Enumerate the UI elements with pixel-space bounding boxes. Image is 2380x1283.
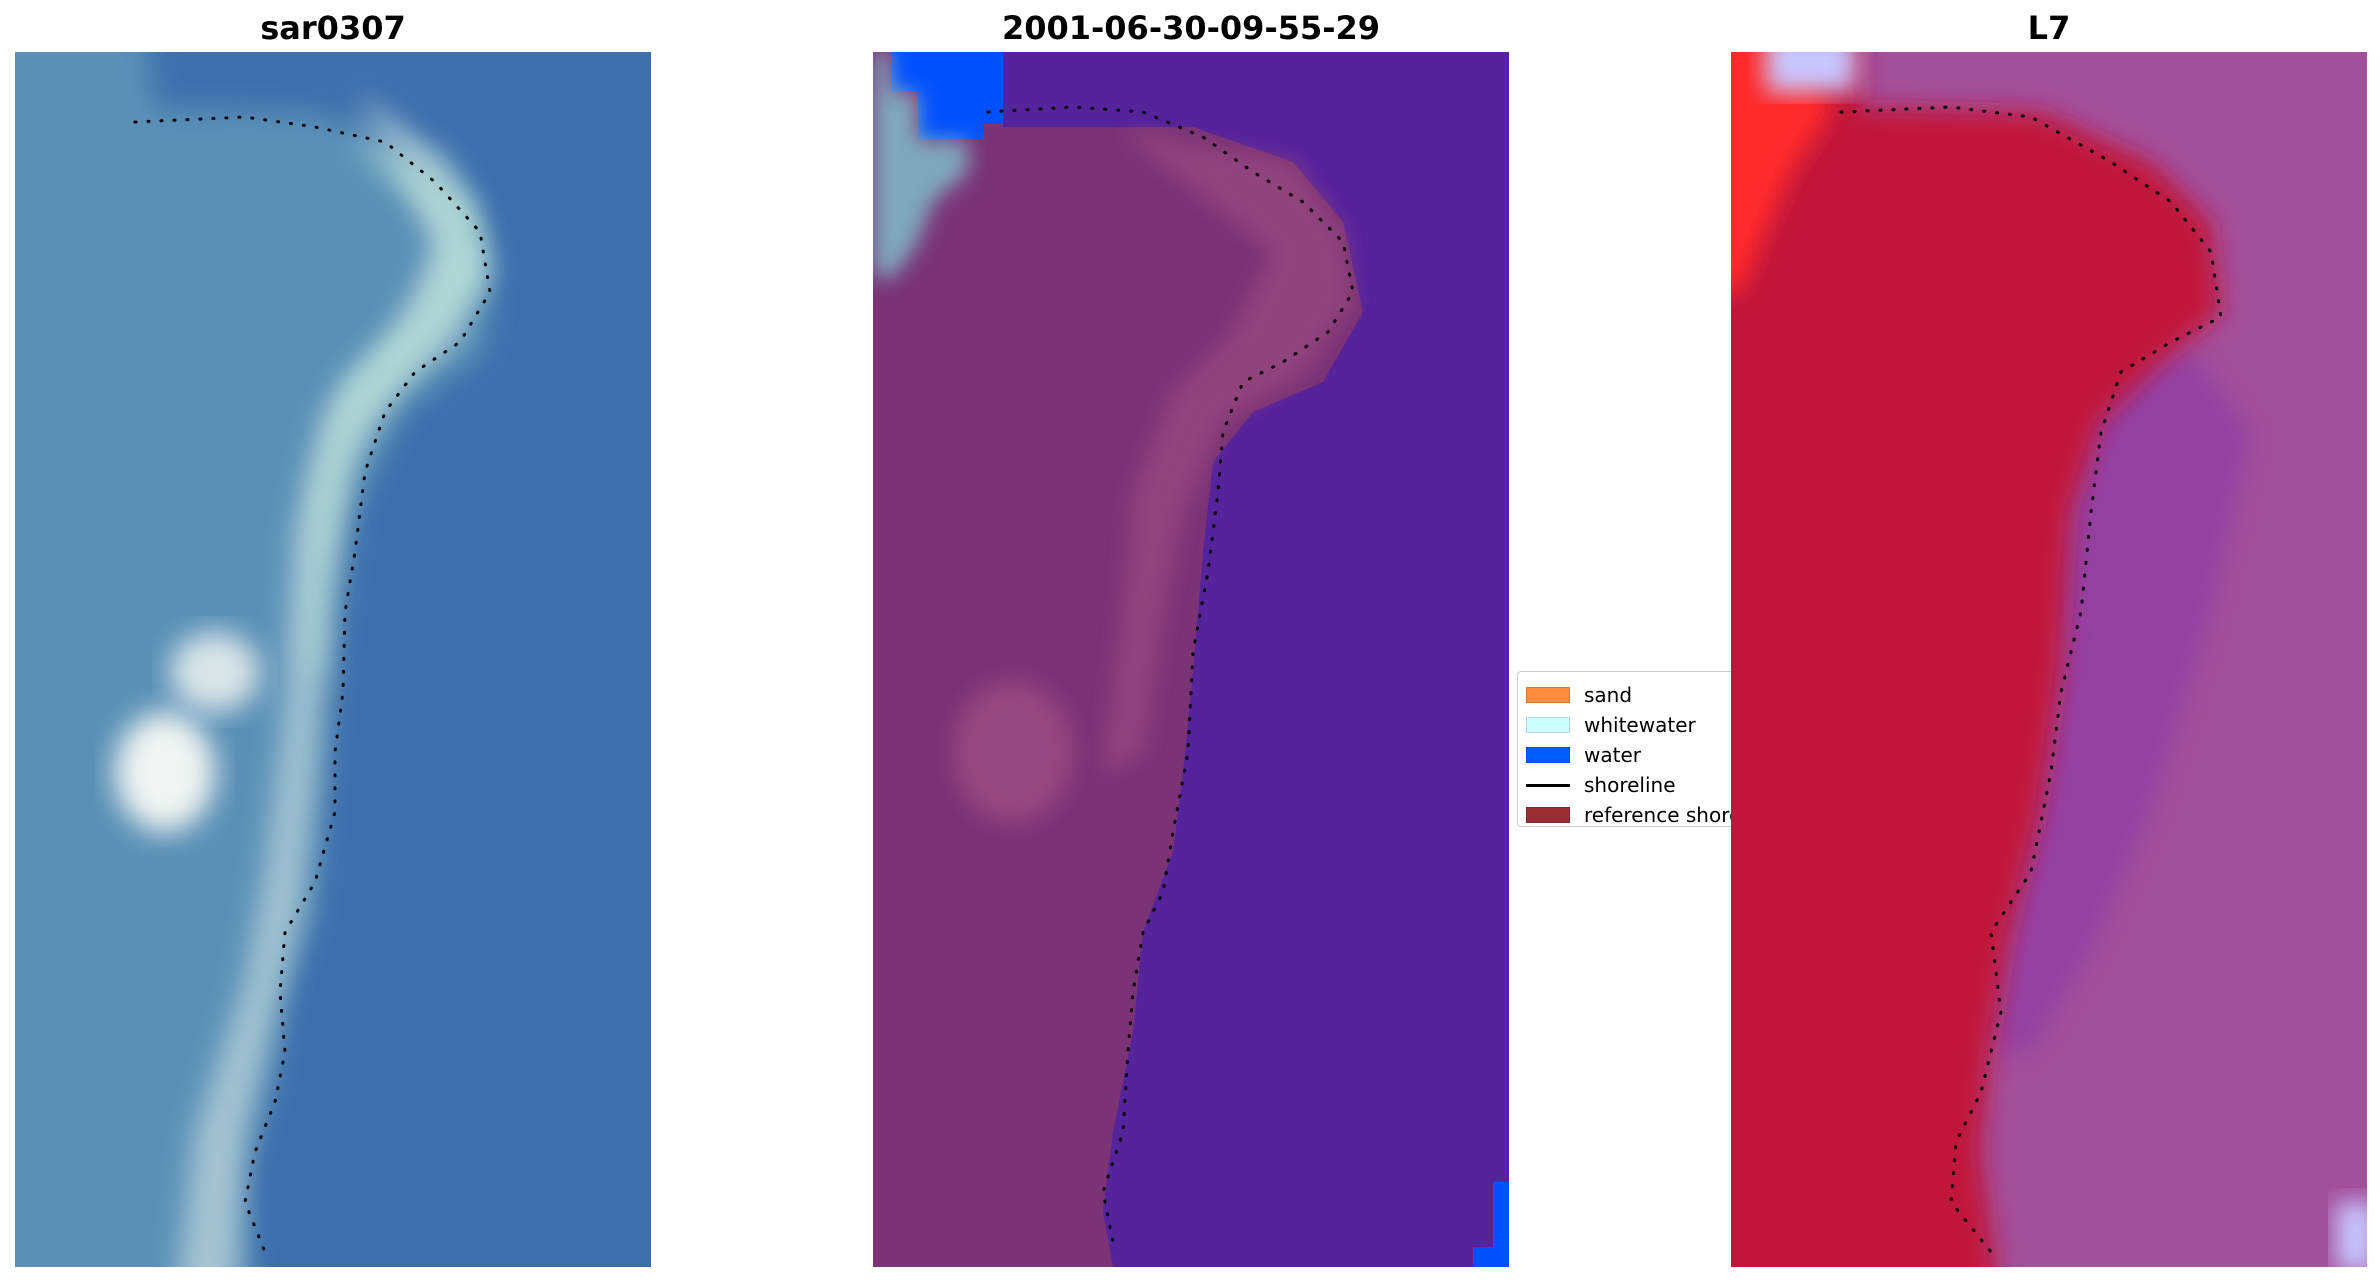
rgb-image-panel	[15, 52, 651, 1267]
land-area	[1731, 52, 2221, 1267]
legend-label-water: water	[1584, 743, 1641, 767]
legend-label-whitewater: whitewater	[1584, 713, 1696, 737]
legend-label-sand: sand	[1584, 683, 1633, 707]
sand-band	[1103, 132, 1353, 772]
shallow-water	[1991, 352, 2251, 1052]
sand-band	[179, 92, 485, 1267]
light-corner	[2336, 1202, 2367, 1267]
water-swatch	[1526, 747, 1570, 763]
water-class-corner	[1473, 1182, 1509, 1267]
water-class-corner	[891, 52, 1003, 140]
panel-title-3: L7	[2027, 9, 2071, 47]
bright-patch	[115, 712, 215, 832]
reference-shoreline	[1839, 105, 2223, 1254]
sand-swatch	[1526, 687, 1570, 703]
legend: sand whitewater water shoreline referenc…	[1517, 671, 1731, 827]
bright-patch	[953, 682, 1073, 822]
reference-shoreline	[986, 105, 1355, 1244]
whitewater-swatch	[1526, 717, 1570, 733]
bright-patch	[170, 632, 260, 712]
shoreline-bright	[305, 132, 485, 692]
reference-shoreline-swatch	[1526, 807, 1570, 823]
panel-title-1: sar0307	[260, 9, 406, 47]
legend-item-water: water	[1526, 740, 1641, 770]
panel-title-2: 2001-06-30-09-55-29	[1001, 9, 1381, 47]
legend-label-reference-shoreline: reference shoreline	[1584, 803, 1731, 827]
light-corner	[1766, 52, 1856, 92]
classified-image-panel	[873, 52, 1509, 1267]
legend-item-whitewater: whitewater	[1526, 710, 1696, 740]
legend-label-shoreline: shoreline	[1584, 773, 1676, 797]
legend-item-sand: sand	[1526, 680, 1632, 710]
legend-item-reference-shoreline: reference shoreline	[1526, 800, 1731, 827]
red-corner	[1731, 52, 1831, 292]
rgb-corner	[873, 52, 968, 277]
l7-image-panel	[1731, 52, 2367, 1267]
reference-shoreline	[133, 115, 492, 1254]
legend-item-shoreline: shoreline	[1526, 770, 1676, 800]
shoreline-line-swatch	[1526, 783, 1570, 787]
